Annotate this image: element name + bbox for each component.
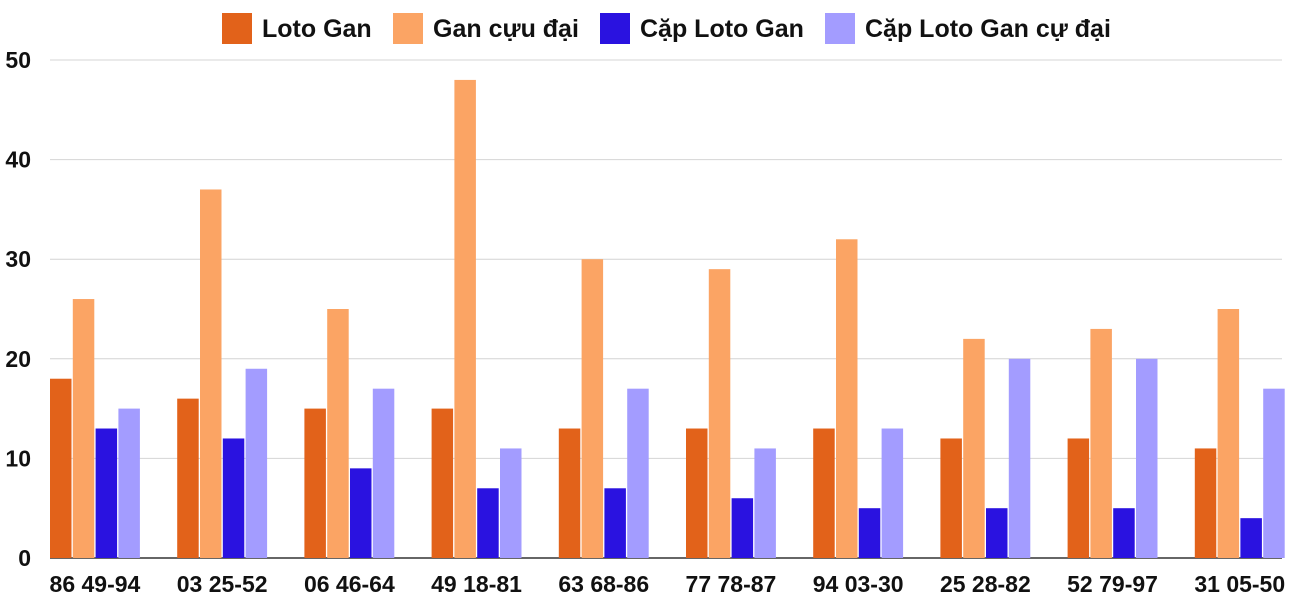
bar-gan-cựu-đại	[454, 79, 476, 559]
bar-gan-cựu-đại	[963, 338, 985, 558]
bar-gan-cựu-đại	[581, 259, 604, 558]
bar-loto-gan	[813, 428, 835, 558]
y-tick-label: 0	[18, 545, 31, 571]
legend-label: Cặp Loto Gan	[640, 15, 804, 43]
legend-swatch	[222, 13, 252, 44]
bar-cặp-loto-gan-cự-đại	[881, 428, 904, 558]
bar-cặp-loto-gan	[1240, 518, 1262, 558]
bar-cặp-loto-gan	[986, 508, 1008, 558]
x-tick-label: 63 68-86	[558, 571, 649, 597]
legend-label: Cặp Loto Gan cự đại	[865, 15, 1111, 43]
x-tick-label: 03 25-52	[177, 571, 268, 597]
bar-cặp-loto-gan	[731, 498, 754, 558]
bar-group	[1067, 328, 1158, 558]
bar-gan-cựu-đại	[1090, 328, 1112, 558]
y-tick-label: 50	[5, 47, 31, 73]
bar-cặp-loto-gan-cự-đại	[1263, 388, 1285, 558]
bar-cặp-loto-gan	[858, 508, 881, 558]
bar-group	[1194, 309, 1285, 558]
bar-loto-gan	[177, 398, 199, 558]
bar-loto-gan	[940, 438, 962, 558]
x-tick-label: 06 46-64	[304, 571, 395, 597]
bar-cặp-loto-gan	[477, 488, 499, 558]
bar-gan-cựu-đại	[200, 189, 222, 559]
legend-item: Cặp Loto Gan cự đại	[825, 13, 1111, 44]
y-tick-label: 10	[5, 445, 31, 471]
legend-swatch	[825, 13, 855, 44]
x-tick-label: 25 28-82	[940, 571, 1031, 597]
bar-group	[50, 299, 140, 558]
x-tick-label: 52 79-97	[1067, 571, 1158, 597]
bar-cặp-loto-gan-cự-đại	[754, 448, 776, 558]
bar-cặp-loto-gan	[350, 468, 372, 558]
legend-item: Loto Gan	[222, 13, 372, 44]
bar-group	[177, 189, 268, 559]
y-tick-label: 30	[5, 246, 31, 272]
y-tick-label: 20	[5, 346, 31, 372]
bar-cặp-loto-gan-cự-đại	[372, 388, 395, 558]
bar-loto-gan	[1067, 438, 1090, 558]
legend-swatch	[393, 13, 423, 44]
bar-cặp-loto-gan-cự-đại	[118, 408, 140, 558]
bar-loto-gan	[431, 408, 454, 558]
x-axis-ticks: 86 49-94 03 25-52 06 46-64 49 18-81 63 68-86…	[50, 571, 1286, 597]
bar-group	[813, 239, 904, 558]
bar-loto-gan	[686, 428, 708, 558]
bar-loto-gan	[1194, 448, 1217, 558]
legend: Loto Gan Gan cựu đại Cặp Loto Gan Cặp Loto …	[222, 13, 1111, 44]
bars	[50, 79, 1285, 559]
bar-gan-cựu-đại	[1217, 309, 1240, 558]
bar-cặp-loto-gan	[1113, 508, 1135, 558]
x-tick-label: 31 05-50	[1194, 571, 1285, 597]
x-tick-label: 86 49-94	[50, 571, 141, 597]
y-axis-ticks: 0 10 20 30 40 50	[5, 47, 31, 571]
bar-cặp-loto-gan-cự-đại	[1008, 358, 1031, 558]
bar-cặp-loto-gan	[95, 428, 118, 558]
bar-group	[940, 338, 1031, 558]
bar-group	[431, 79, 522, 559]
legend-item: Gan cựu đại	[393, 13, 579, 44]
bar-group	[304, 309, 395, 558]
legend-label: Loto Gan	[262, 15, 372, 43]
bar-group	[558, 259, 649, 558]
y-tick-label: 40	[5, 147, 31, 173]
legend-label: Gan cựu đại	[433, 15, 579, 43]
bar-gan-cựu-đại	[708, 269, 731, 558]
bar-loto-gan	[304, 408, 326, 558]
x-tick-label: 77 78-87	[686, 571, 777, 597]
x-tick-label: 49 18-81	[431, 571, 522, 597]
bar-group	[686, 269, 776, 558]
bar-cặp-loto-gan-cự-đại	[245, 368, 268, 558]
legend-item: Cặp Loto Gan	[600, 13, 804, 44]
bar-cặp-loto-gan-cự-đại	[627, 388, 649, 558]
bar-cặp-loto-gan-cự-đại	[500, 448, 522, 558]
legend-swatch	[600, 13, 630, 44]
bar-cặp-loto-gan	[222, 438, 245, 558]
bar-loto-gan	[50, 378, 72, 558]
bar-cặp-loto-gan-cự-đại	[1136, 358, 1158, 558]
bar-cặp-loto-gan	[604, 488, 626, 558]
bar-gan-cựu-đại	[327, 309, 349, 558]
bar-gan-cựu-đại	[72, 299, 95, 558]
bar-gan-cựu-đại	[836, 239, 858, 558]
bar-loto-gan	[558, 428, 581, 558]
x-tick-label: 94 03-30	[813, 571, 904, 597]
